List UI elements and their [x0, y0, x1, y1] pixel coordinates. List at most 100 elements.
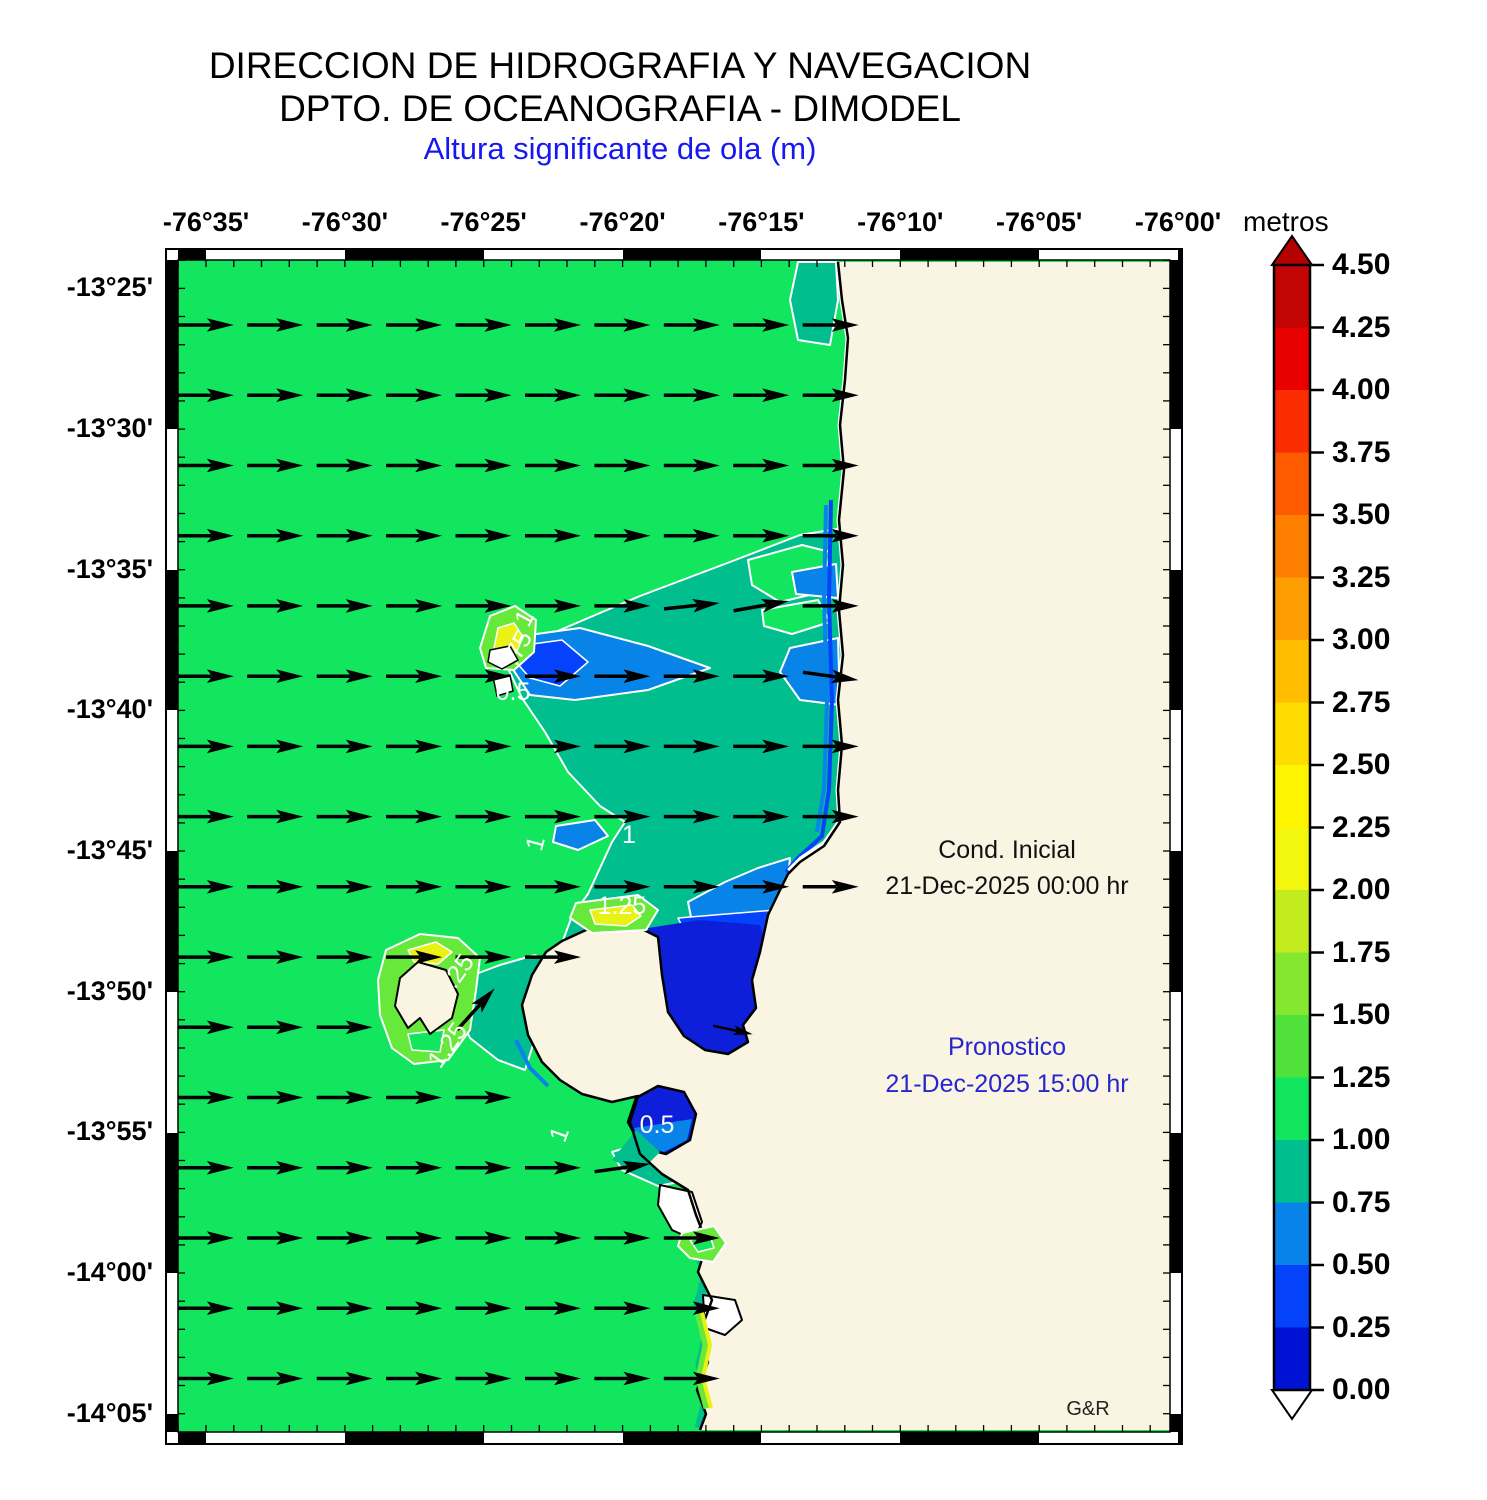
contour-region-075-100-north-coast — [789, 261, 839, 346]
colorbar-tick-label: 2.75 — [1332, 685, 1391, 719]
axis-minor-ticks — [178, 260, 1170, 1432]
wave-arrow — [663, 1301, 720, 1315]
wave-arrow — [316, 1020, 373, 1035]
colorbar-tick-label: 0.25 — [1332, 1310, 1391, 1344]
wave-arrow — [802, 739, 859, 754]
wave-arrow — [525, 318, 581, 332]
wave-arrow — [525, 809, 581, 824]
wave-arrow — [316, 950, 373, 964]
colorbar-cell — [1274, 1327, 1310, 1391]
small-blue-spot — [552, 819, 609, 851]
wave-arrow — [594, 318, 651, 332]
colorbar-cell — [1274, 890, 1310, 954]
wave-arrow — [386, 1161, 443, 1175]
wave-arrow — [386, 1301, 443, 1315]
wave-arrow — [663, 880, 720, 894]
lat-tick-label: -13°30' — [66, 413, 153, 444]
initial-condition-date: 21-Dec-2025 00:00 hr — [885, 872, 1129, 900]
wave-arrow — [178, 1090, 234, 1105]
wave-arrow — [525, 528, 581, 543]
wave-arrow — [733, 599, 789, 613]
wave-arrow — [663, 388, 720, 402]
colorbar-tick-label: 1.50 — [1332, 998, 1391, 1031]
wave-arrow — [247, 1020, 304, 1035]
lat-tick-label: -13°40' — [66, 694, 153, 725]
wave-arrow — [663, 1371, 720, 1386]
wave-arrow — [247, 1301, 304, 1315]
wave-arrow — [594, 458, 651, 473]
wave-arrow — [316, 809, 373, 824]
lon-tick-label: -76°00' — [1134, 207, 1222, 237]
wave-arrow — [247, 388, 304, 402]
wave-arrow — [733, 809, 790, 824]
colorbar-tick-label: 0.00 — [1332, 1373, 1391, 1406]
wave-arrow — [247, 528, 304, 543]
wave-arrow — [663, 739, 720, 754]
wave-arrow — [178, 1231, 234, 1245]
colorbar-over-range-arrow — [1270, 234, 1314, 266]
wave-arrow — [247, 1161, 304, 1175]
wave-arrow — [802, 388, 859, 402]
wave-arrow — [663, 599, 720, 613]
wave-arrow — [455, 1371, 512, 1386]
lat-tick-label: -14°00' — [66, 1257, 153, 1287]
wave-arrow — [455, 388, 512, 402]
peninsula-ribbon-dodger — [514, 1039, 550, 1088]
wave-arrow — [247, 880, 304, 894]
wave-arrow — [247, 739, 304, 754]
lon-tick-label: -76°10' — [857, 207, 944, 237]
wave-arrow — [455, 599, 512, 613]
wave-arrow — [386, 599, 443, 613]
wave-arrow — [663, 458, 720, 473]
wave-arrow — [386, 318, 443, 332]
wave-arrow — [178, 1301, 234, 1315]
wave-arrow — [594, 1160, 651, 1175]
colorbar-tick-label: 4.25 — [1332, 310, 1391, 344]
lon-tick-label: -76°30' — [301, 207, 389, 237]
colorbar-tick-label: 3.25 — [1332, 560, 1391, 594]
wave-arrow — [316, 388, 373, 402]
wave-arrow — [316, 318, 373, 332]
wave-arrow — [455, 809, 512, 824]
wave-arrow — [316, 458, 373, 473]
colorbar-tick-label: 4.50 — [1332, 248, 1391, 281]
lon-tick-label: -76°20' — [579, 207, 666, 237]
lon-tick-label: -76°15' — [718, 207, 805, 237]
contour-label: 0.5 — [495, 678, 531, 707]
wave-arrow — [525, 880, 581, 894]
colorbar-cell — [1274, 640, 1310, 704]
wave-arrow — [316, 1301, 373, 1315]
wave-arrow — [525, 388, 581, 402]
wave-arrow — [802, 458, 859, 473]
south-strip-lightgreen — [694, 1310, 713, 1410]
lat-tick-label: -13°50' — [66, 975, 153, 1006]
wave-arrow — [733, 318, 790, 332]
forecast-date: 21-Dec-2025 15:00 hr — [885, 1070, 1129, 1098]
wave-arrow — [178, 458, 234, 473]
wave-arrow — [178, 528, 234, 543]
wave-arrow — [594, 739, 651, 754]
colorbar-cell — [1274, 765, 1310, 829]
wave-arrow — [316, 1371, 373, 1386]
colorbar-tick-label: 2.50 — [1332, 748, 1391, 781]
green-patch-in-teal-2 — [761, 599, 831, 635]
initial-condition-label: Cond. Inicial — [938, 836, 1076, 864]
wave-arrow — [247, 318, 304, 332]
wave-arrow — [455, 1161, 512, 1175]
wave-arrow — [316, 739, 373, 754]
wave-arrow — [386, 1231, 443, 1245]
forecast-label: Pronostico — [947, 1033, 1067, 1061]
wave-arrow — [455, 1231, 512, 1245]
wave-arrow — [733, 880, 790, 894]
wave-arrow — [663, 669, 720, 683]
page-title-line2: DPTO. DE OCEANOGRAFIA - DIMODEL — [279, 88, 961, 129]
wave-arrow — [663, 318, 720, 332]
wave-arrow — [525, 458, 581, 473]
wave-arrow — [525, 1161, 581, 1175]
wave-arrow — [386, 388, 443, 402]
colorbar-cell — [1274, 702, 1310, 766]
page-subtitle: Altura significante de ola (m) — [423, 131, 817, 166]
wave-arrow — [802, 528, 859, 543]
wave-arrow — [178, 950, 234, 964]
colorbar-title: metros — [1243, 206, 1329, 237]
